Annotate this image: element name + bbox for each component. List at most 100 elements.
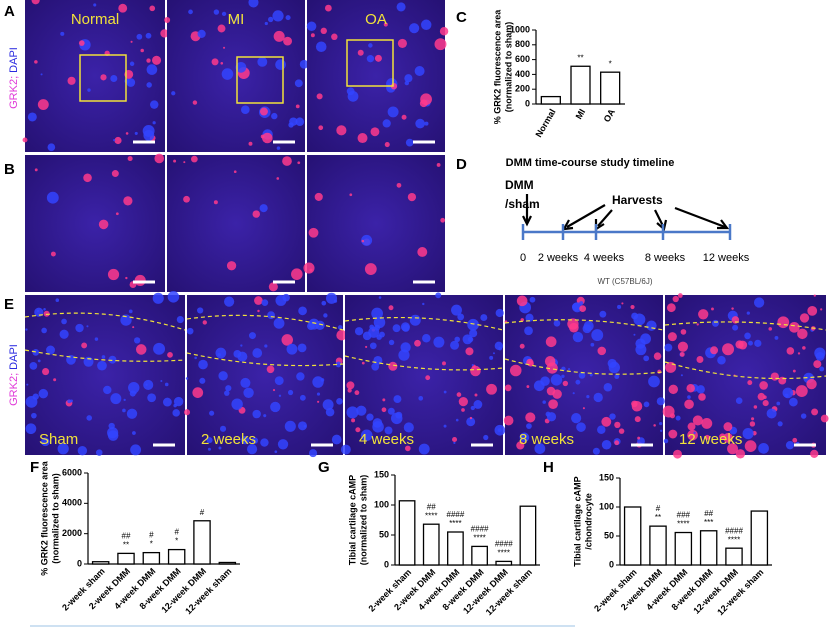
- cell: [533, 380, 545, 392]
- cell: [422, 334, 431, 343]
- cell: [609, 413, 616, 420]
- significance: #: [656, 504, 661, 513]
- cell: [360, 429, 373, 442]
- cell: [263, 414, 267, 418]
- cell: [366, 413, 374, 421]
- cell: [172, 409, 180, 417]
- cell: [589, 373, 593, 377]
- cell: [653, 424, 656, 427]
- cell: [94, 337, 99, 341]
- cell: [336, 398, 343, 405]
- cell: [284, 420, 296, 432]
- timeline-point: 4 weeks: [584, 252, 625, 264]
- cell: [331, 33, 338, 41]
- cell: [768, 327, 773, 331]
- cell: [640, 333, 651, 345]
- cell: [231, 398, 243, 410]
- cell: [192, 100, 198, 105]
- cell: [276, 146, 281, 150]
- cell: [209, 410, 215, 416]
- bar: [422, 523, 440, 566]
- cell: [582, 407, 585, 410]
- cell: [788, 322, 800, 333]
- significance: **: [123, 540, 129, 549]
- cell: [160, 380, 163, 383]
- tissue-border: [186, 314, 344, 331]
- cell: [405, 445, 411, 452]
- cell: [87, 88, 91, 92]
- cell: [287, 389, 294, 396]
- timeline-start: /sham: [505, 197, 540, 211]
- cell: [128, 381, 140, 394]
- cell: [132, 431, 136, 435]
- bar: [167, 548, 186, 565]
- cell: [153, 342, 166, 355]
- cell: [403, 422, 414, 433]
- cell: [592, 447, 600, 455]
- cell: [70, 399, 73, 403]
- cell: [185, 377, 189, 380]
- cell: [198, 359, 208, 370]
- bar: [600, 71, 621, 105]
- cell: [233, 170, 237, 174]
- cell: [96, 449, 103, 456]
- cell: [711, 307, 714, 311]
- cell: [240, 435, 250, 445]
- timeline: DMM time-course study timeline DMM /sham…: [505, 157, 750, 286]
- cell: [25, 423, 37, 435]
- cell: [696, 323, 699, 326]
- significance: #: [200, 508, 205, 517]
- cell: [381, 407, 387, 413]
- cell: [420, 93, 432, 106]
- cell: [50, 251, 56, 257]
- cell: [469, 329, 478, 338]
- cell: [149, 5, 156, 12]
- cell: [579, 305, 587, 313]
- cell: [298, 421, 308, 431]
- cell: [364, 263, 377, 275]
- micro-label: 2 weeks: [201, 431, 256, 448]
- cell: [221, 11, 227, 17]
- cell: [568, 368, 571, 371]
- cell: [376, 334, 382, 340]
- cell: [387, 407, 395, 415]
- cell: [46, 191, 59, 204]
- cell: [371, 307, 383, 320]
- cell: [323, 313, 328, 318]
- bar: [570, 65, 591, 105]
- significance: ####: [725, 526, 743, 535]
- cell: [435, 292, 442, 299]
- cell: [31, 412, 37, 419]
- cell: [494, 341, 504, 351]
- cell: [442, 361, 446, 366]
- cell: [759, 381, 768, 390]
- tissue-border: [24, 312, 186, 331]
- timeline-harvests: Harvests: [612, 193, 663, 207]
- cell: [220, 61, 224, 65]
- cell: [388, 361, 398, 371]
- bar: [447, 531, 464, 566]
- y-axis-label: (normalized to sham): [503, 22, 513, 113]
- cell: [303, 262, 315, 274]
- tissue-border: [664, 321, 827, 331]
- cell: [401, 114, 407, 120]
- bar: [540, 95, 561, 105]
- cell: [578, 372, 586, 379]
- cell: [273, 317, 285, 329]
- cell: [98, 219, 109, 230]
- cell: [545, 336, 557, 348]
- cell: [321, 300, 327, 306]
- cell: [361, 234, 373, 246]
- significance: *: [175, 537, 178, 546]
- cell: [164, 17, 171, 24]
- cell: [614, 440, 620, 446]
- cell: [312, 376, 324, 388]
- cell: [299, 59, 309, 69]
- cell: [483, 434, 489, 441]
- cell: [451, 304, 462, 316]
- cell: [388, 305, 394, 311]
- cell: [744, 440, 757, 452]
- cell: [361, 239, 365, 243]
- significance: ####: [495, 540, 513, 549]
- y-tick-label: 100: [599, 501, 614, 511]
